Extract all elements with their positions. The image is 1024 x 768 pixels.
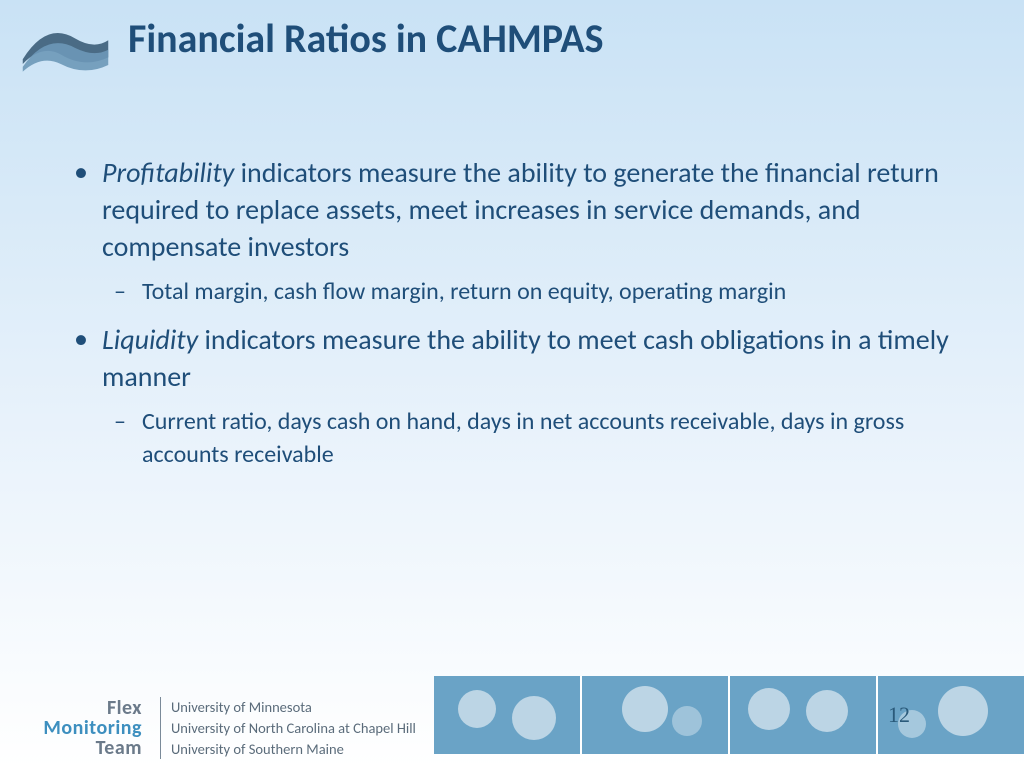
university-item: University of North Carolina at Chapel H… bbox=[171, 718, 416, 739]
footer-photo bbox=[728, 676, 876, 754]
team-line: Flex bbox=[20, 698, 142, 718]
bullet-emphasis: Liquidity bbox=[102, 322, 198, 357]
page-number: 12 bbox=[888, 702, 910, 728]
university-item: University of Minnesota bbox=[171, 697, 416, 718]
bullet-item: Liquidity indicators measure the ability… bbox=[60, 322, 964, 471]
sub-bullet: Total margin, cash flow margin, return o… bbox=[102, 276, 964, 308]
wave-logo-icon bbox=[18, 10, 113, 80]
photo-strip bbox=[434, 676, 1024, 754]
university-list: University of Minnesota University of No… bbox=[171, 697, 416, 760]
slide-body: Profitability indicators measure the abi… bbox=[60, 155, 964, 485]
slide: Financial Ratios in CAHMPAS Profitabilit… bbox=[0, 0, 1024, 768]
university-item: University of Southern Maine bbox=[171, 739, 416, 760]
sub-bullet: Current ratio, days cash on hand, days i… bbox=[102, 406, 964, 471]
footer-photo bbox=[580, 676, 728, 754]
slide-title: Financial Ratios in CAHMPAS bbox=[128, 14, 604, 63]
team-line: Team bbox=[20, 738, 142, 758]
team-logo: Flex Monitoring Team bbox=[20, 698, 150, 758]
footer-divider bbox=[160, 697, 161, 759]
footer-branding: Flex Monitoring Team University of Minne… bbox=[20, 697, 416, 760]
team-line: Monitoring bbox=[20, 718, 142, 738]
bullet-item: Profitability indicators measure the abi… bbox=[60, 155, 964, 308]
slide-footer: Flex Monitoring Team University of Minne… bbox=[0, 670, 1024, 768]
bullet-emphasis: Profitability bbox=[102, 155, 234, 190]
bullet-text: indicators measure the ability to meet c… bbox=[102, 322, 949, 394]
footer-photo bbox=[434, 676, 580, 754]
